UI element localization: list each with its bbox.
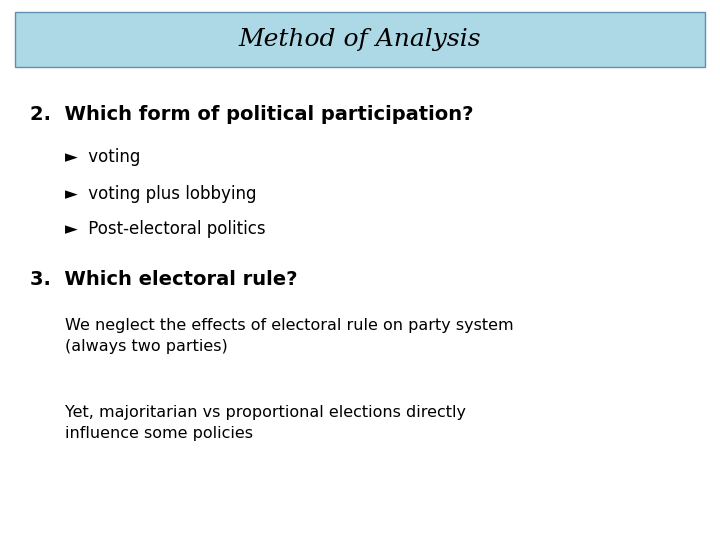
Text: We neglect the effects of electoral rule on party system
(always two parties): We neglect the effects of electoral rule…: [65, 318, 513, 354]
Text: Yet, majoritarian vs proportional elections directly
influence some policies: Yet, majoritarian vs proportional electi…: [65, 405, 466, 441]
Text: ►  voting plus lobbying: ► voting plus lobbying: [65, 185, 256, 203]
FancyBboxPatch shape: [15, 12, 705, 67]
Text: 3.  Which electoral rule?: 3. Which electoral rule?: [30, 270, 297, 289]
Text: 2.  Which form of political participation?: 2. Which form of political participation…: [30, 105, 474, 124]
Text: ►  voting: ► voting: [65, 148, 140, 166]
Text: ►  Post-electoral politics: ► Post-electoral politics: [65, 220, 266, 238]
Text: Method of Analysis: Method of Analysis: [239, 28, 481, 51]
